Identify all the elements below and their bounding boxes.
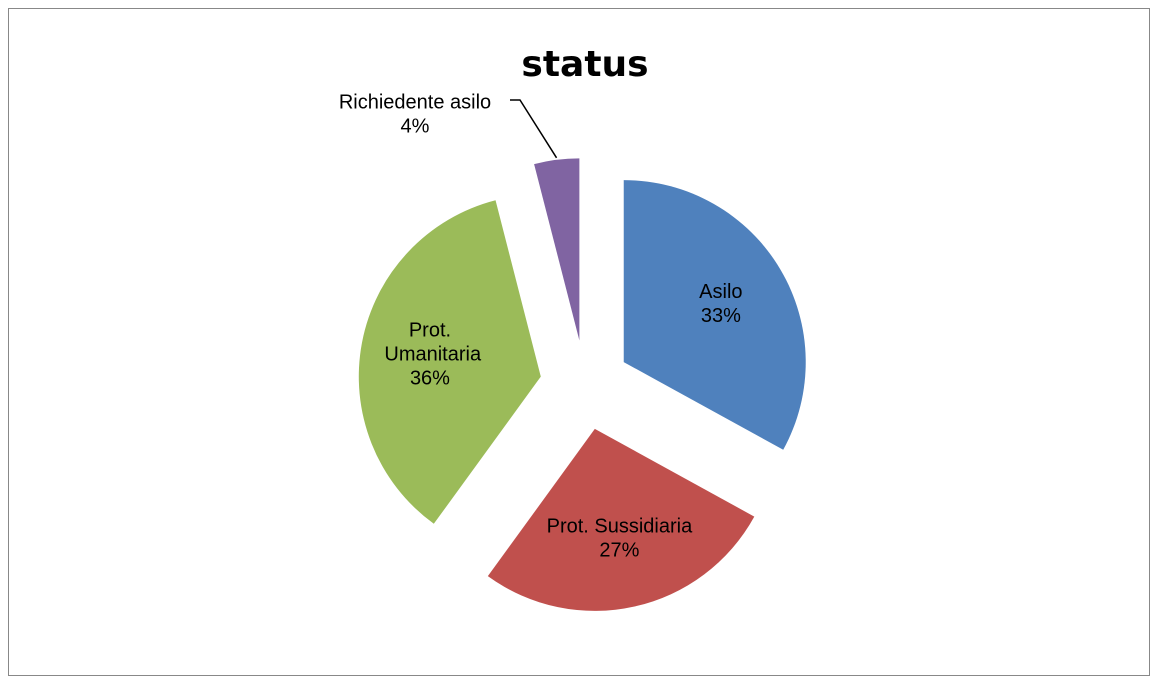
value-label: 36% xyxy=(410,368,450,390)
value-label: 33% xyxy=(701,305,741,327)
leader-line xyxy=(510,99,558,159)
value-label: 4% xyxy=(401,115,430,137)
category-label-line: Prot. xyxy=(409,320,451,342)
pie-slice xyxy=(534,158,580,341)
category-label: Richiedente asilo xyxy=(339,91,491,113)
category-label-line: Umanitaria xyxy=(379,344,482,366)
pie-slice xyxy=(358,200,541,524)
category-label: Prot. Umanitaria xyxy=(379,320,482,366)
chart-title: status xyxy=(521,44,648,85)
pie-slice xyxy=(487,428,755,611)
category-label: Prot. Sussidiaria xyxy=(547,515,693,537)
category-label: Asilo xyxy=(699,281,742,303)
value-label: 27% xyxy=(599,539,639,561)
pie-slice xyxy=(623,180,806,450)
